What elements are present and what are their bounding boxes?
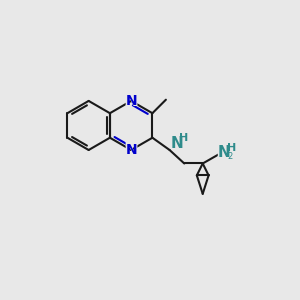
Text: N: N	[171, 136, 183, 151]
Text: N: N	[217, 145, 230, 160]
Text: H: H	[179, 133, 188, 143]
Text: N: N	[169, 134, 185, 153]
Text: N: N	[215, 143, 232, 162]
Text: 2: 2	[228, 152, 233, 160]
Text: N: N	[124, 141, 139, 159]
Text: H: H	[227, 143, 236, 153]
Text: N: N	[124, 92, 139, 110]
Text: N: N	[125, 143, 137, 157]
Text: N: N	[125, 94, 137, 108]
